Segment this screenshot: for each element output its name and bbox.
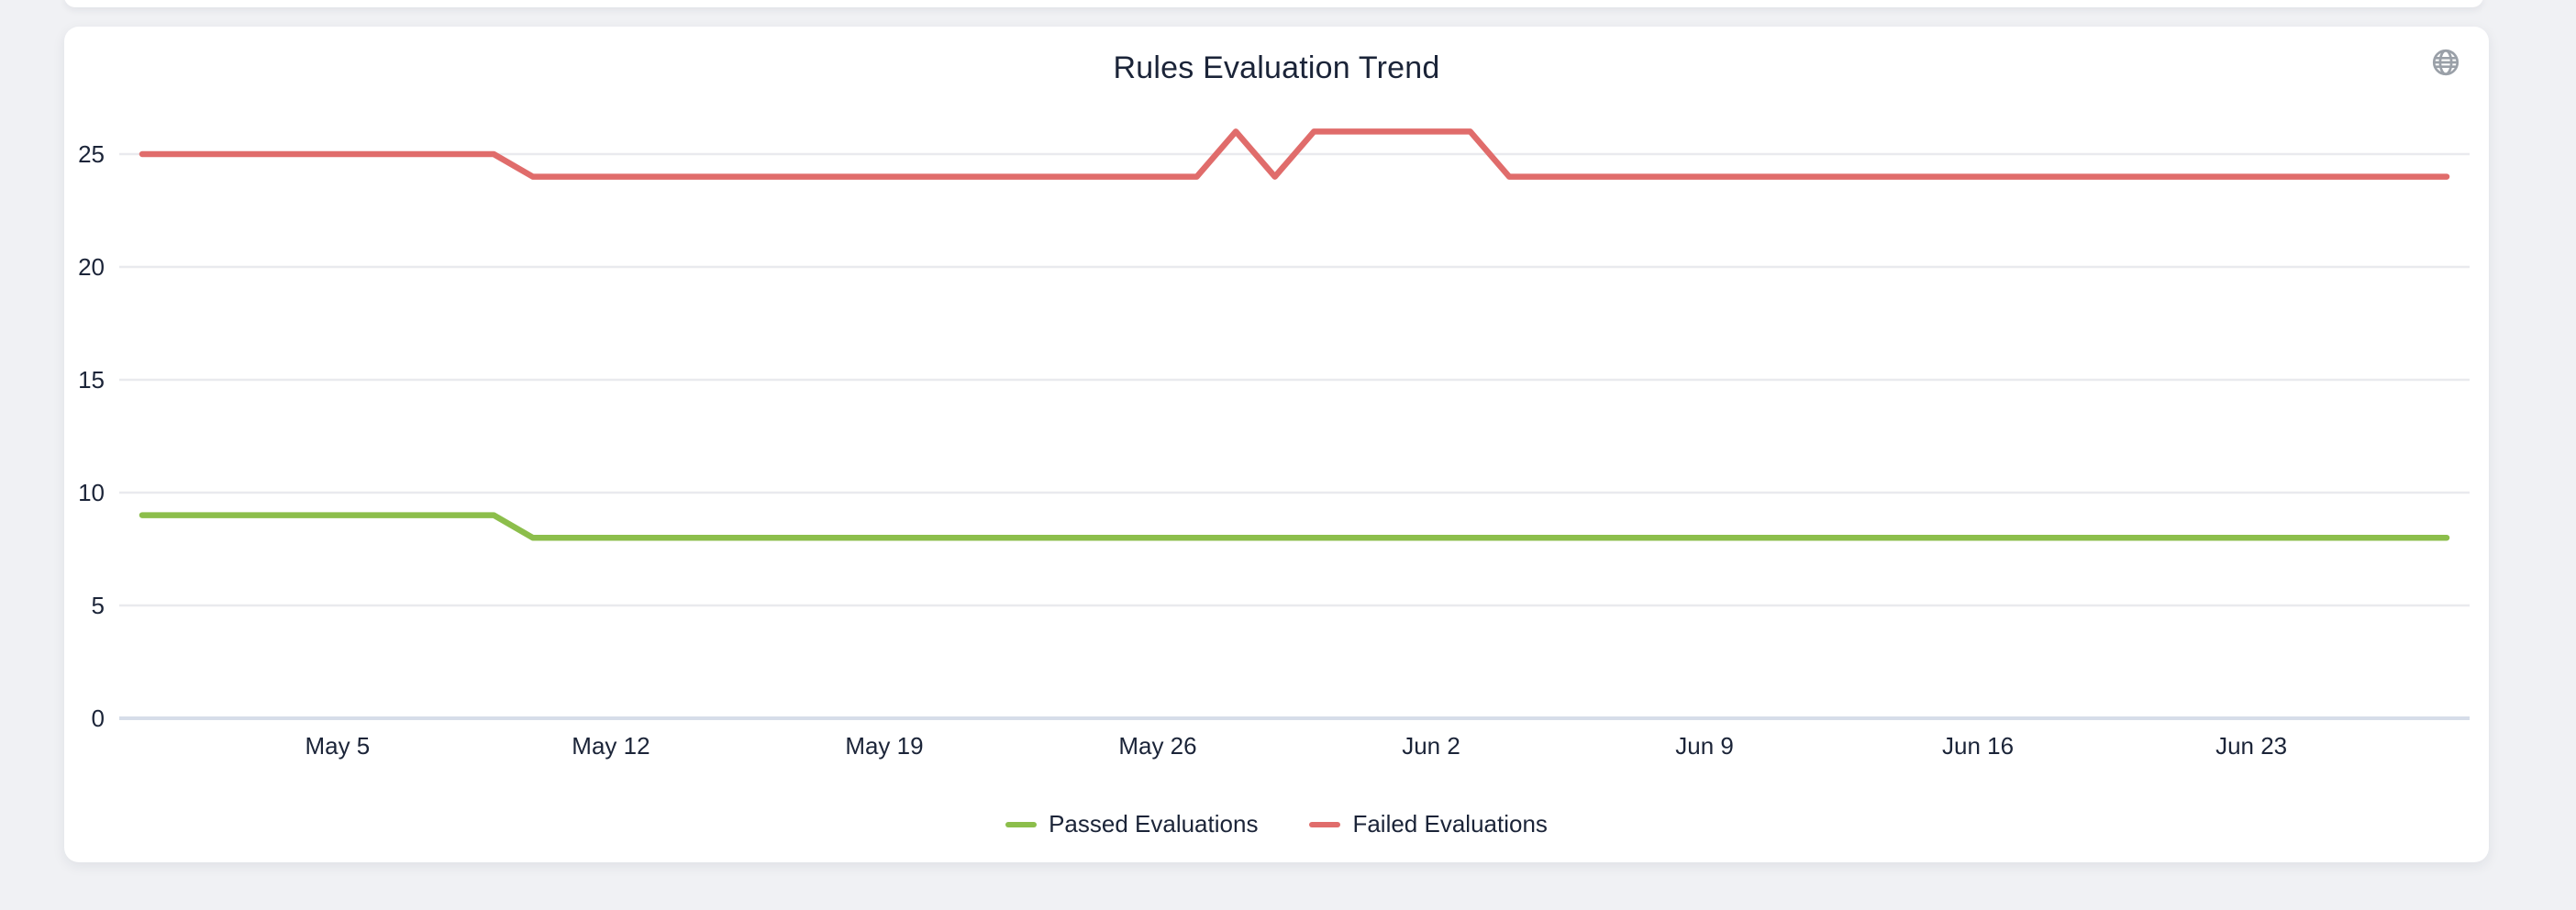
y-tick-label: 25	[78, 140, 105, 168]
y-tick-label: 0	[92, 705, 105, 732]
x-tick-label: May 26	[1118, 732, 1196, 760]
globe-icon[interactable]	[2430, 47, 2461, 78]
x-tick-label: May 12	[572, 732, 650, 760]
series-line-passed-evaluations	[139, 512, 2450, 541]
series-line-failed-evaluations	[139, 128, 2450, 180]
x-tick-label: Jun 23	[2215, 732, 2287, 760]
x-tick-label: Jun 2	[1402, 732, 1460, 760]
y-tick-label: 5	[92, 592, 105, 619]
x-tick-label: May 5	[305, 732, 370, 760]
previous-card-edge	[64, 0, 2483, 7]
legend-swatch-icon	[1309, 821, 1341, 827]
x-tick-label: May 19	[845, 732, 923, 760]
y-tick-label: 15	[78, 366, 105, 394]
chart-title: Rules Evaluation Trend	[1113, 50, 1440, 85]
legend-item-passed-evaluations[interactable]: Passed Evaluations	[1005, 810, 1258, 838]
y-tick-label: 20	[78, 253, 105, 281]
rules-evaluation-trend-card: Rules Evaluation Trend 0 5 10 15 20 25 May 5 Ma…	[64, 27, 2489, 862]
legend-item-failed-evaluations[interactable]: Failed Evaluations	[1309, 810, 1548, 838]
chart-legend: Passed Evaluations Failed Evaluations	[64, 810, 2489, 838]
legend-label: Passed Evaluations	[1049, 810, 1259, 838]
x-tick-label: Jun 16	[1942, 732, 2014, 760]
legend-swatch-icon	[1005, 821, 1038, 827]
y-tick-label: 10	[78, 479, 105, 506]
x-tick-label: Jun 9	[1675, 732, 1734, 760]
trend-chart-plot[interactable]: 0 5 10 15 20 25 May 5 May 12 May 19 May 26 Jun 2 Ju…	[64, 27, 2489, 862]
legend-label: Failed Evaluations	[1352, 810, 1548, 838]
